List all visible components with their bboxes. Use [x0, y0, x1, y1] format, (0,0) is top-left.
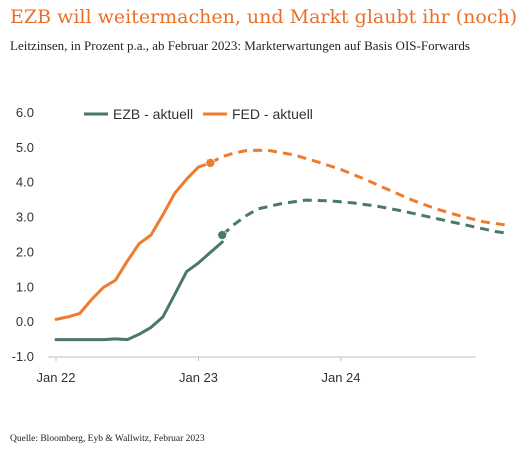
series-line-fed-forecast — [209, 148, 508, 227]
x-tick-label: Jan 23 — [179, 370, 218, 385]
y-tick-label: 4.0 — [16, 175, 34, 190]
x-tick-label: Jan 24 — [321, 370, 360, 385]
series-line-fed-actual — [54, 161, 212, 321]
legend-label-ezb: EZB - aktuell — [113, 106, 193, 122]
y-tick-label: 2.0 — [16, 244, 34, 259]
y-tick-label: 0.0 — [16, 314, 34, 329]
legend-label-fed: FED - aktuell — [232, 106, 313, 122]
y-tick-label: -1.0 — [12, 349, 34, 364]
chart-legend: EZB - aktuell FED - aktuell — [84, 106, 313, 122]
series-line-ezb-actual — [54, 240, 224, 342]
x-tick-label: Jan 22 — [36, 370, 75, 385]
forecast-start-marker-fed — [205, 157, 216, 168]
chart-subtitle: Leitzinsen, in Prozent p.a., ab Februar … — [10, 38, 470, 53]
y-tick-label: 3.0 — [16, 210, 34, 225]
y-tick-label: 5.0 — [16, 140, 34, 155]
chart-title: EZB will weitermachen, und Markt glaubt … — [10, 6, 516, 28]
chart-series — [54, 148, 508, 342]
forecast-start-marker-ezb — [217, 230, 228, 240]
series-line-ezb-forecast — [221, 198, 508, 237]
y-tick-label: 6.0 — [16, 105, 34, 120]
source-note: Quelle: Bloomberg, Eyb & Wallwitz, Febru… — [10, 434, 205, 444]
y-tick-label: 1.0 — [16, 279, 34, 294]
